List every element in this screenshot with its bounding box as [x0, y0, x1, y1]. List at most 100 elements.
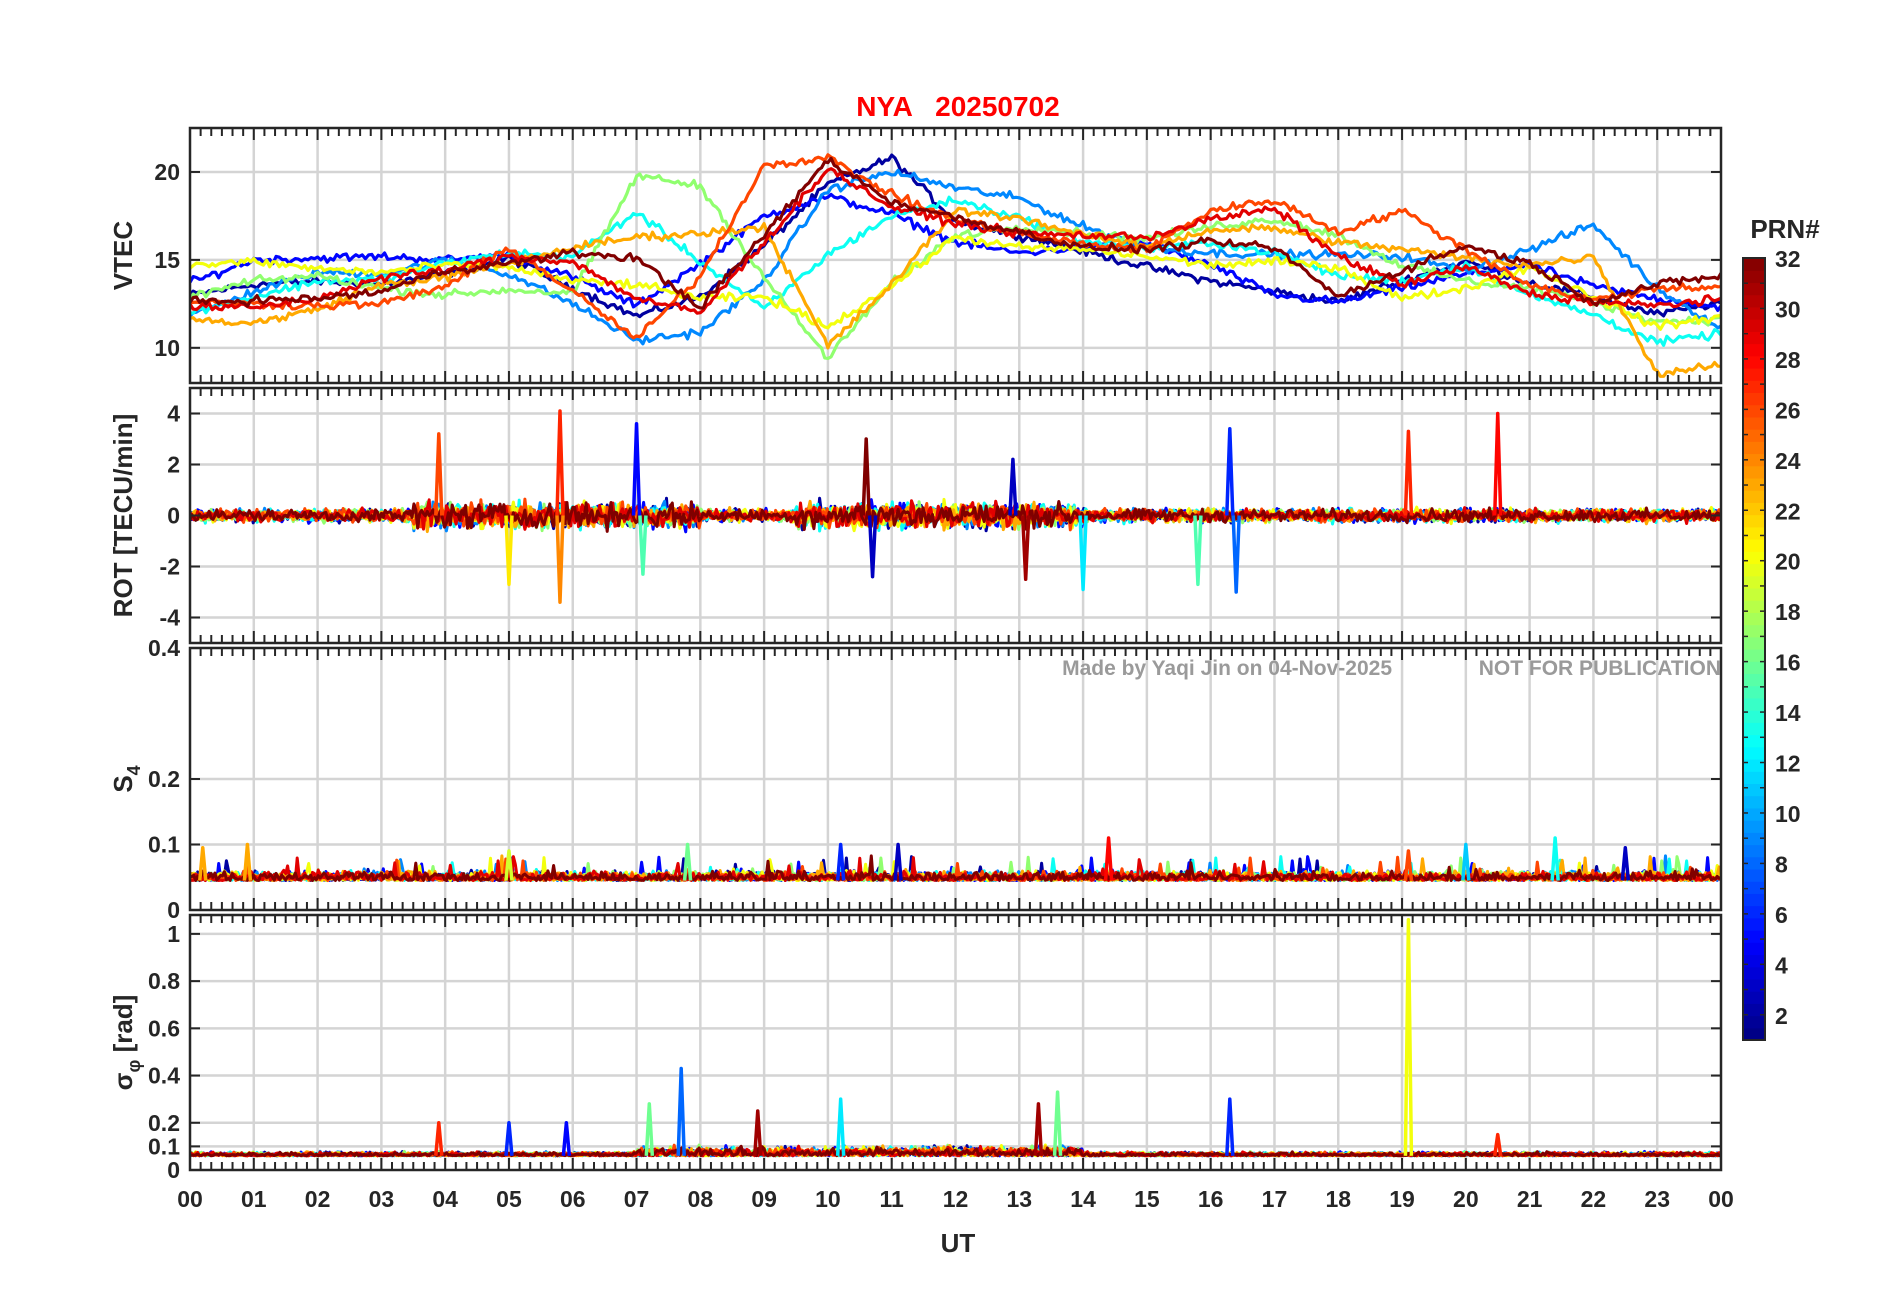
spike-s4	[1461, 842, 1471, 881]
x-tick-label: 22	[1581, 1186, 1607, 1212]
spike-rot	[867, 515, 878, 579]
spike-sigma-phi	[644, 1102, 655, 1156]
y-tick-label: 10	[154, 335, 180, 361]
colorbar-cell	[1743, 429, 1765, 442]
x-axis-tick-labels: 00 01 02 03 04 05 06 07 08 09 10 11 12 13 14 15 16 17 18 19…	[177, 1186, 1734, 1212]
colorbar-frame	[1742, 257, 1766, 1041]
colorbar-tick-label: 18	[1775, 599, 1801, 625]
colorbar-cell	[1743, 942, 1765, 956]
colorbar-cell	[1743, 319, 1765, 332]
spike-s4	[198, 846, 208, 881]
spike-s4	[893, 842, 903, 881]
colorbar-cell	[1743, 954, 1765, 968]
colorbar-cell	[1743, 905, 1765, 919]
colorbar-tick-label: 24	[1775, 448, 1801, 474]
y-tick-label: 0.4	[148, 635, 180, 661]
colorbar-cell	[1743, 355, 1765, 369]
y-tick-label: 0.4	[148, 1063, 180, 1089]
spike-rot	[1020, 515, 1031, 581]
colorbar-cell	[1743, 820, 1765, 833]
y-tick-label: 20	[154, 159, 180, 185]
xticks-s4	[189, 648, 1722, 910]
panel-s4: 0 0.1 0.2 0.4 S4	[108, 635, 1723, 923]
y-tick-label: 0.1	[148, 1133, 180, 1159]
data-s4	[190, 836, 1721, 882]
x-tick-label: 07	[624, 1186, 650, 1212]
colorbar-cell	[1743, 600, 1765, 613]
colorbar-tick-label: 20	[1775, 549, 1801, 575]
panel-vtec: 10 15 20 VTEC	[108, 126, 1723, 385]
x-tick-label: 08	[688, 1186, 714, 1212]
spike-rot	[1403, 429, 1414, 516]
colorbar-cell	[1743, 294, 1765, 308]
y-tick-label: 0	[167, 1157, 180, 1183]
x-tick-label: 18	[1325, 1186, 1351, 1212]
grid-sigma-phi	[190, 915, 1721, 1170]
spike-sigma-phi	[561, 1121, 572, 1156]
colorbar-title: PRN#	[1750, 214, 1820, 244]
colorbar-cell	[1743, 636, 1765, 650]
colorbar-cell	[1743, 587, 1765, 601]
y-axis-label-sigma-phi: σφ [rad]	[108, 995, 144, 1091]
spike-s4	[504, 849, 514, 881]
colorbar-tick-label: 26	[1775, 397, 1801, 423]
colorbar-cell	[1743, 795, 1765, 809]
colorbar-cell	[1743, 991, 1765, 1004]
spike-sigma-phi	[434, 1121, 444, 1156]
y-tick-label: 0.8	[148, 968, 180, 994]
colorbar-cell	[1743, 306, 1765, 320]
spike-sigma-phi	[1403, 917, 1414, 1156]
colorbar-tick-label: 16	[1775, 650, 1801, 676]
data-rot	[190, 409, 1721, 604]
spike-sigma-phi	[676, 1066, 686, 1156]
xticks-vtec	[189, 128, 1722, 383]
panel-rot: -4 -2 0 2 4 ROT [TECU/min]	[108, 386, 1723, 645]
colorbar-cell	[1743, 441, 1765, 455]
x-tick-label: 04	[432, 1186, 458, 1212]
spike-sigma-phi	[1052, 1090, 1063, 1156]
colorbar-tick-label: 4	[1775, 952, 1788, 978]
colorbar-tick-label: 30	[1775, 296, 1801, 322]
colorbar-tick-label: 10	[1775, 801, 1801, 827]
spike-rot	[861, 437, 871, 516]
y-tick-label: 0.6	[148, 1015, 180, 1041]
colorbar-cell	[1743, 697, 1765, 711]
colorbar-tick-label: 2	[1775, 1003, 1788, 1029]
spike-rot	[638, 515, 648, 576]
chart-title: NYA 20250702	[856, 91, 1059, 122]
colorbar-cell	[1743, 331, 1765, 345]
colorbar-cell	[1743, 917, 1765, 931]
spike-s4	[1103, 836, 1114, 881]
colorbar-cell	[1743, 856, 1765, 870]
colorbar-cell	[1743, 1003, 1765, 1017]
y-tick-label: 0.2	[148, 1110, 180, 1136]
y-axis-label-rot: ROT [TECU/min]	[108, 414, 138, 618]
x-tick-label: 09	[751, 1186, 777, 1212]
colorbar-cell	[1743, 465, 1765, 479]
spike-s4	[1620, 846, 1631, 881]
spike-rot	[1492, 411, 1503, 516]
spike-rot	[631, 421, 642, 516]
colorbar-tick-label: 22	[1775, 498, 1801, 524]
colorbar-cell	[1743, 514, 1765, 528]
series-line-prn-9	[190, 168, 1721, 346]
colorbar-cell	[1743, 416, 1765, 430]
spike-s4	[242, 842, 253, 881]
colorbar-cell	[1743, 758, 1765, 772]
colorbar-cell	[1743, 282, 1765, 296]
x-tick-label: 14	[1070, 1186, 1096, 1212]
xticks-rot	[189, 388, 1722, 643]
colorbar-cell	[1743, 771, 1765, 785]
x-tick-label: 20	[1453, 1186, 1479, 1212]
colorbar-cell	[1743, 685, 1765, 699]
colorbar-cell	[1743, 710, 1765, 723]
y-tick-label: 1	[167, 921, 180, 947]
colorbar-tick-label: 8	[1775, 851, 1788, 877]
colorbar-tick-label: 6	[1775, 902, 1788, 928]
colorbar-tick-label: 32	[1775, 246, 1801, 272]
spike-rot	[434, 432, 444, 516]
colorbar-cell	[1743, 612, 1765, 626]
watermark-note: NOT FOR PUBLICATION	[1479, 657, 1721, 680]
x-axis-label: UT	[941, 1228, 976, 1258]
series-line-prn-32	[190, 854, 1721, 882]
